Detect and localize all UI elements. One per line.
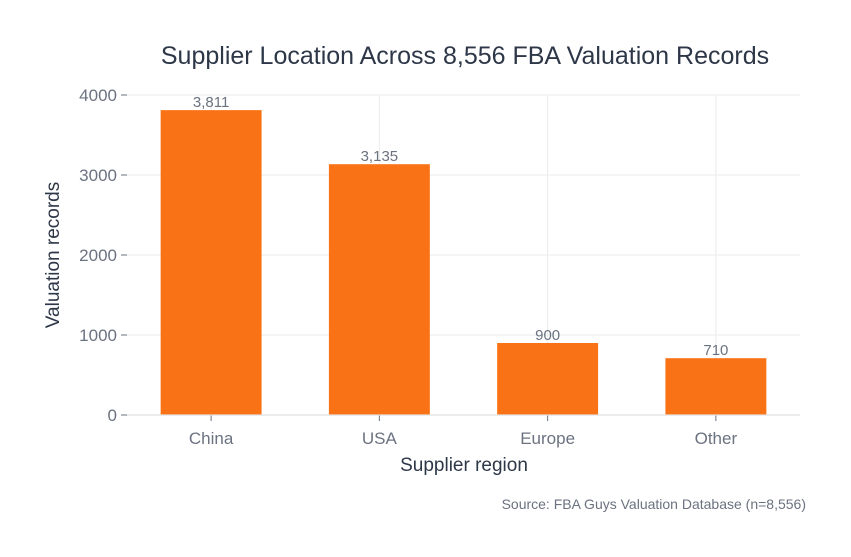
bar-europe [497, 343, 599, 415]
bar-china [160, 110, 262, 416]
bar-other [665, 358, 767, 415]
x-tick-label-usa: USA [362, 429, 398, 448]
y-tick-label: 4000 [79, 86, 117, 105]
bar-usa [328, 164, 430, 415]
data-labels: 3,811 3,135 900 710 [193, 94, 728, 359]
data-label-china: 3,811 [193, 94, 229, 111]
y-tick-label: 1000 [79, 326, 117, 345]
x-tick-label-china: China [189, 429, 234, 448]
chart-title: Supplier Location Across 8,556 FBA Valua… [161, 42, 769, 70]
source-note: Source: FBA Guys Valuation Database (n=8… [502, 496, 806, 512]
x-tick-label-europe: Europe [520, 429, 575, 448]
x-axis-label: Supplier region [400, 455, 528, 476]
y-tick-label: 3000 [79, 166, 117, 185]
data-label-other: 710 [703, 342, 728, 359]
bars [160, 110, 767, 416]
y-tick-label: 2000 [79, 246, 117, 265]
y-axis-ticks: 0 1000 2000 3000 4000 [79, 86, 127, 425]
x-tick-label-other: Other [695, 429, 738, 448]
y-tick-label: 0 [108, 406, 117, 425]
data-label-europe: 900 [535, 327, 560, 344]
data-label-usa: 3,135 [361, 148, 399, 165]
y-axis-label: Valuation records [43, 182, 64, 328]
x-axis-ticks: China USA Europe Other [189, 415, 738, 448]
